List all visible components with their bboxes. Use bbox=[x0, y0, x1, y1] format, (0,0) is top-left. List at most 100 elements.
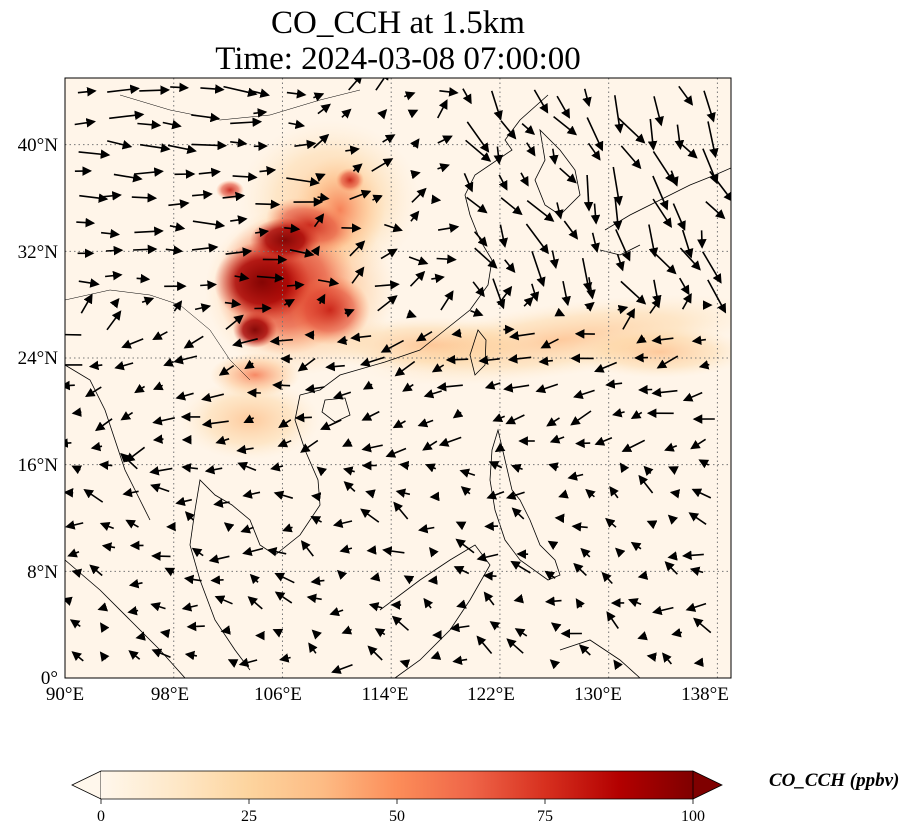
wind-arrow bbox=[650, 249, 677, 275]
wind-arrow bbox=[681, 144, 698, 159]
wind-arrow bbox=[192, 219, 226, 230]
wind-arrow bbox=[234, 272, 250, 282]
wind-arrow bbox=[329, 607, 344, 617]
y-tick-label: 24°N bbox=[18, 348, 59, 369]
wind-arrow bbox=[350, 332, 372, 342]
x-tick-label: 98°E bbox=[151, 684, 189, 705]
wind-arrow bbox=[252, 88, 270, 98]
wind-arrow bbox=[311, 492, 322, 502]
wind-arrow bbox=[341, 108, 352, 119]
wind-arrow bbox=[429, 546, 439, 558]
wind-arrow bbox=[365, 489, 376, 499]
wind-arrow bbox=[279, 653, 291, 663]
wind-arrow bbox=[313, 92, 325, 102]
wind-arrow bbox=[77, 86, 97, 97]
wind-arrow bbox=[455, 521, 467, 531]
wind-arrow bbox=[707, 121, 719, 159]
wind-arrow bbox=[184, 511, 195, 522]
wind-arrow bbox=[69, 619, 81, 629]
wind-arrow bbox=[65, 596, 73, 606]
wind-arrow bbox=[509, 331, 535, 341]
wind-arrow bbox=[71, 465, 83, 475]
wind-arrow bbox=[671, 627, 683, 638]
wind-arrow bbox=[615, 229, 631, 262]
wind-arrow bbox=[545, 596, 562, 606]
wind-arrow bbox=[556, 95, 570, 119]
wind-arrow bbox=[194, 303, 212, 313]
wind-arrow bbox=[98, 460, 113, 471]
colorbar-max-extend bbox=[692, 770, 723, 800]
wind-arrow bbox=[183, 335, 204, 349]
wind-arrow bbox=[163, 357, 174, 367]
wind-arrow bbox=[473, 231, 488, 247]
wind-arrow bbox=[90, 441, 103, 452]
wind-arrow bbox=[99, 651, 110, 662]
wind-arrow bbox=[359, 356, 385, 367]
wind-arrow bbox=[548, 462, 559, 472]
wind-arrow bbox=[580, 547, 591, 558]
wind-arrow bbox=[306, 593, 322, 604]
wind-arrow bbox=[348, 78, 363, 91]
wind-arrow bbox=[316, 466, 328, 477]
wind-arrow bbox=[601, 571, 613, 585]
wind-arrow bbox=[169, 222, 186, 232]
wind-vectors bbox=[65, 78, 731, 674]
wind-arrow bbox=[181, 602, 198, 612]
wind-arrow bbox=[341, 625, 353, 635]
wind-arrow bbox=[133, 244, 158, 255]
wind-arrow bbox=[380, 339, 404, 353]
y-tick-label: 40°N bbox=[18, 135, 59, 156]
wind-arrow bbox=[282, 523, 293, 533]
wind-arrow bbox=[506, 638, 524, 654]
wind-arrow bbox=[409, 270, 426, 287]
wind-arrow bbox=[558, 489, 569, 499]
wind-arrow bbox=[573, 562, 587, 576]
wind-arrow bbox=[474, 247, 498, 269]
wind-arrow bbox=[571, 522, 588, 532]
wind-arrow bbox=[459, 468, 476, 478]
wind-arrow bbox=[109, 297, 120, 309]
wind-arrow bbox=[134, 383, 146, 394]
y-tick-label: 0° bbox=[41, 668, 58, 689]
wind-arrow bbox=[417, 418, 434, 428]
wind-arrow bbox=[484, 380, 501, 390]
wind-arrow bbox=[272, 380, 291, 391]
wind-arrow bbox=[259, 166, 277, 176]
wind-arrow bbox=[456, 599, 467, 609]
wind-arrow bbox=[681, 293, 692, 310]
wind-arrow bbox=[667, 514, 679, 525]
wind-arrow bbox=[452, 408, 464, 419]
wind-arrow bbox=[613, 659, 623, 671]
wind-arrow bbox=[411, 187, 427, 203]
wind-arrow bbox=[554, 307, 566, 317]
wind-arrow bbox=[223, 85, 258, 97]
wind-arrow bbox=[253, 108, 268, 118]
wind-arrow bbox=[122, 487, 139, 498]
wind-arrow bbox=[97, 602, 109, 612]
wind-arrow bbox=[682, 550, 704, 561]
wind-arrow bbox=[669, 489, 681, 499]
wind-arrow bbox=[440, 290, 454, 311]
wind-arrow bbox=[408, 256, 429, 266]
wind-arrow bbox=[500, 197, 523, 216]
wind-arrow bbox=[128, 578, 143, 589]
wind-arrow bbox=[127, 606, 139, 616]
wind-arrow bbox=[184, 650, 198, 661]
wind-arrow bbox=[510, 560, 531, 574]
wind-arrow bbox=[272, 628, 284, 638]
wind-arrow bbox=[204, 464, 223, 475]
wind-arrow bbox=[466, 196, 488, 214]
wind-arrow bbox=[316, 293, 326, 305]
wind-arrow bbox=[198, 167, 221, 178]
wind-arrow bbox=[230, 137, 248, 148]
wind-arrow bbox=[690, 438, 707, 450]
wind-arrow bbox=[460, 486, 472, 497]
wind-arrow bbox=[332, 390, 352, 400]
wind-arrow bbox=[237, 461, 257, 472]
wind-arrow bbox=[79, 193, 109, 203]
wind-arrow bbox=[394, 360, 416, 377]
wind-arrow bbox=[581, 257, 593, 293]
wind-arrow bbox=[679, 277, 690, 296]
wind-arrow bbox=[651, 334, 674, 345]
wind-arrow bbox=[533, 89, 549, 114]
